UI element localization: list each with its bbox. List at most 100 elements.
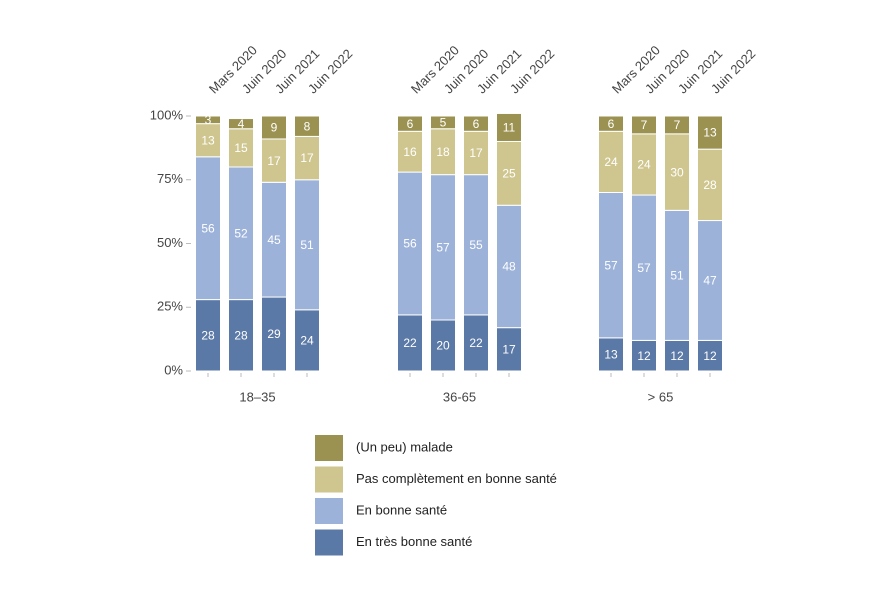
bar-segment [631, 115, 657, 135]
y-tick-label: 100% [150, 107, 184, 122]
bar-segment [430, 115, 456, 130]
legend-swatch [315, 435, 343, 461]
bar-segment [195, 156, 221, 301]
value-label: 56 [403, 237, 417, 251]
value-label: 28 [201, 328, 215, 342]
legend-swatch [315, 498, 343, 524]
bar-segment [697, 220, 723, 341]
y-tick-label: 50% [157, 235, 183, 250]
bar-segment [294, 135, 320, 181]
bar-segment [397, 314, 423, 372]
bar-segment [463, 115, 489, 132]
legend-swatch [315, 529, 343, 556]
legend-label: En très bonne santé [356, 534, 472, 549]
value-label: 9 [271, 121, 278, 135]
value-label: 12 [670, 349, 684, 363]
value-label: 4 [238, 117, 245, 131]
value-label: 45 [267, 233, 281, 247]
value-label: 24 [637, 158, 651, 172]
y-tick-label: 25% [157, 299, 183, 314]
value-label: 18 [436, 145, 450, 159]
value-label: 20 [436, 339, 450, 353]
value-label: 16 [403, 145, 417, 159]
bar-segment [664, 339, 690, 372]
bar-segment [261, 181, 287, 298]
value-label: 17 [502, 342, 516, 356]
facet-label: > 65 [648, 389, 674, 404]
value-label: 7 [674, 118, 681, 132]
value-label: 13 [703, 126, 717, 140]
bar-segment [463, 130, 489, 176]
bar-segment [195, 115, 221, 125]
legend-label: Pas complètement en bonne santé [356, 471, 557, 486]
value-label: 22 [469, 336, 483, 350]
value-label: 8 [304, 119, 311, 133]
value-label: 30 [670, 165, 684, 179]
bar-segment [228, 128, 254, 168]
bar-segment [397, 171, 423, 316]
bar-segment [697, 339, 723, 372]
bar-segment [228, 299, 254, 372]
bar-segment [261, 115, 287, 140]
bar-segment [430, 319, 456, 372]
bar-segment [598, 192, 624, 339]
bar-segment [430, 128, 456, 176]
bar-segment [664, 133, 690, 211]
bar-segment [697, 148, 723, 222]
bar-segment [631, 133, 657, 196]
bar-segment [397, 115, 423, 132]
bar-segment [397, 130, 423, 173]
bar-segment [598, 337, 624, 372]
value-label: 3 [205, 113, 212, 127]
value-label: 24 [604, 155, 618, 169]
value-label: 17 [300, 151, 314, 165]
bar-segment [294, 115, 320, 137]
bar-segment [261, 296, 287, 372]
value-label: 12 [703, 349, 717, 363]
value-label: 12 [637, 349, 651, 363]
value-label: 22 [403, 336, 417, 350]
bar-segment [664, 115, 690, 135]
bar-segment [261, 138, 287, 183]
bar-segment [496, 141, 522, 206]
facet-label: 36-65 [443, 389, 476, 404]
value-label: 51 [670, 269, 684, 283]
value-label: 29 [267, 327, 281, 341]
legend-label: (Un peu) malade [356, 439, 453, 454]
bar-segment [228, 166, 254, 301]
value-label: 52 [234, 226, 248, 240]
value-label: 57 [436, 240, 450, 254]
bar-segment [463, 314, 489, 372]
value-label: 51 [300, 238, 314, 252]
bar-segment [496, 327, 522, 372]
value-label: 6 [608, 117, 615, 131]
value-label: 11 [503, 121, 516, 135]
bar-segment [496, 112, 522, 142]
value-label: 57 [604, 258, 618, 272]
value-label: 6 [473, 117, 480, 131]
bar-segment [228, 118, 254, 130]
value-label: 15 [234, 141, 248, 155]
value-label: 5 [440, 116, 447, 130]
value-label: 48 [502, 260, 516, 274]
value-label: 13 [201, 133, 215, 147]
value-label: 25 [502, 167, 516, 181]
value-label: 56 [201, 221, 215, 235]
value-label: 13 [604, 348, 618, 362]
bar-segment [631, 339, 657, 372]
bar-segment [598, 115, 624, 132]
legend-label: En bonne santé [356, 502, 447, 517]
value-label: 28 [703, 178, 717, 192]
bar-segment [463, 174, 489, 316]
facet-label: 18–35 [239, 389, 275, 404]
value-label: 24 [300, 334, 314, 348]
bar-segment [664, 209, 690, 341]
value-label: 57 [637, 261, 651, 275]
y-tick-label: 0% [164, 362, 183, 377]
bar-segment [697, 115, 723, 150]
value-label: 55 [469, 238, 483, 252]
value-label: 7 [641, 118, 648, 132]
value-label: 17 [469, 146, 483, 160]
value-label: 47 [703, 274, 717, 288]
